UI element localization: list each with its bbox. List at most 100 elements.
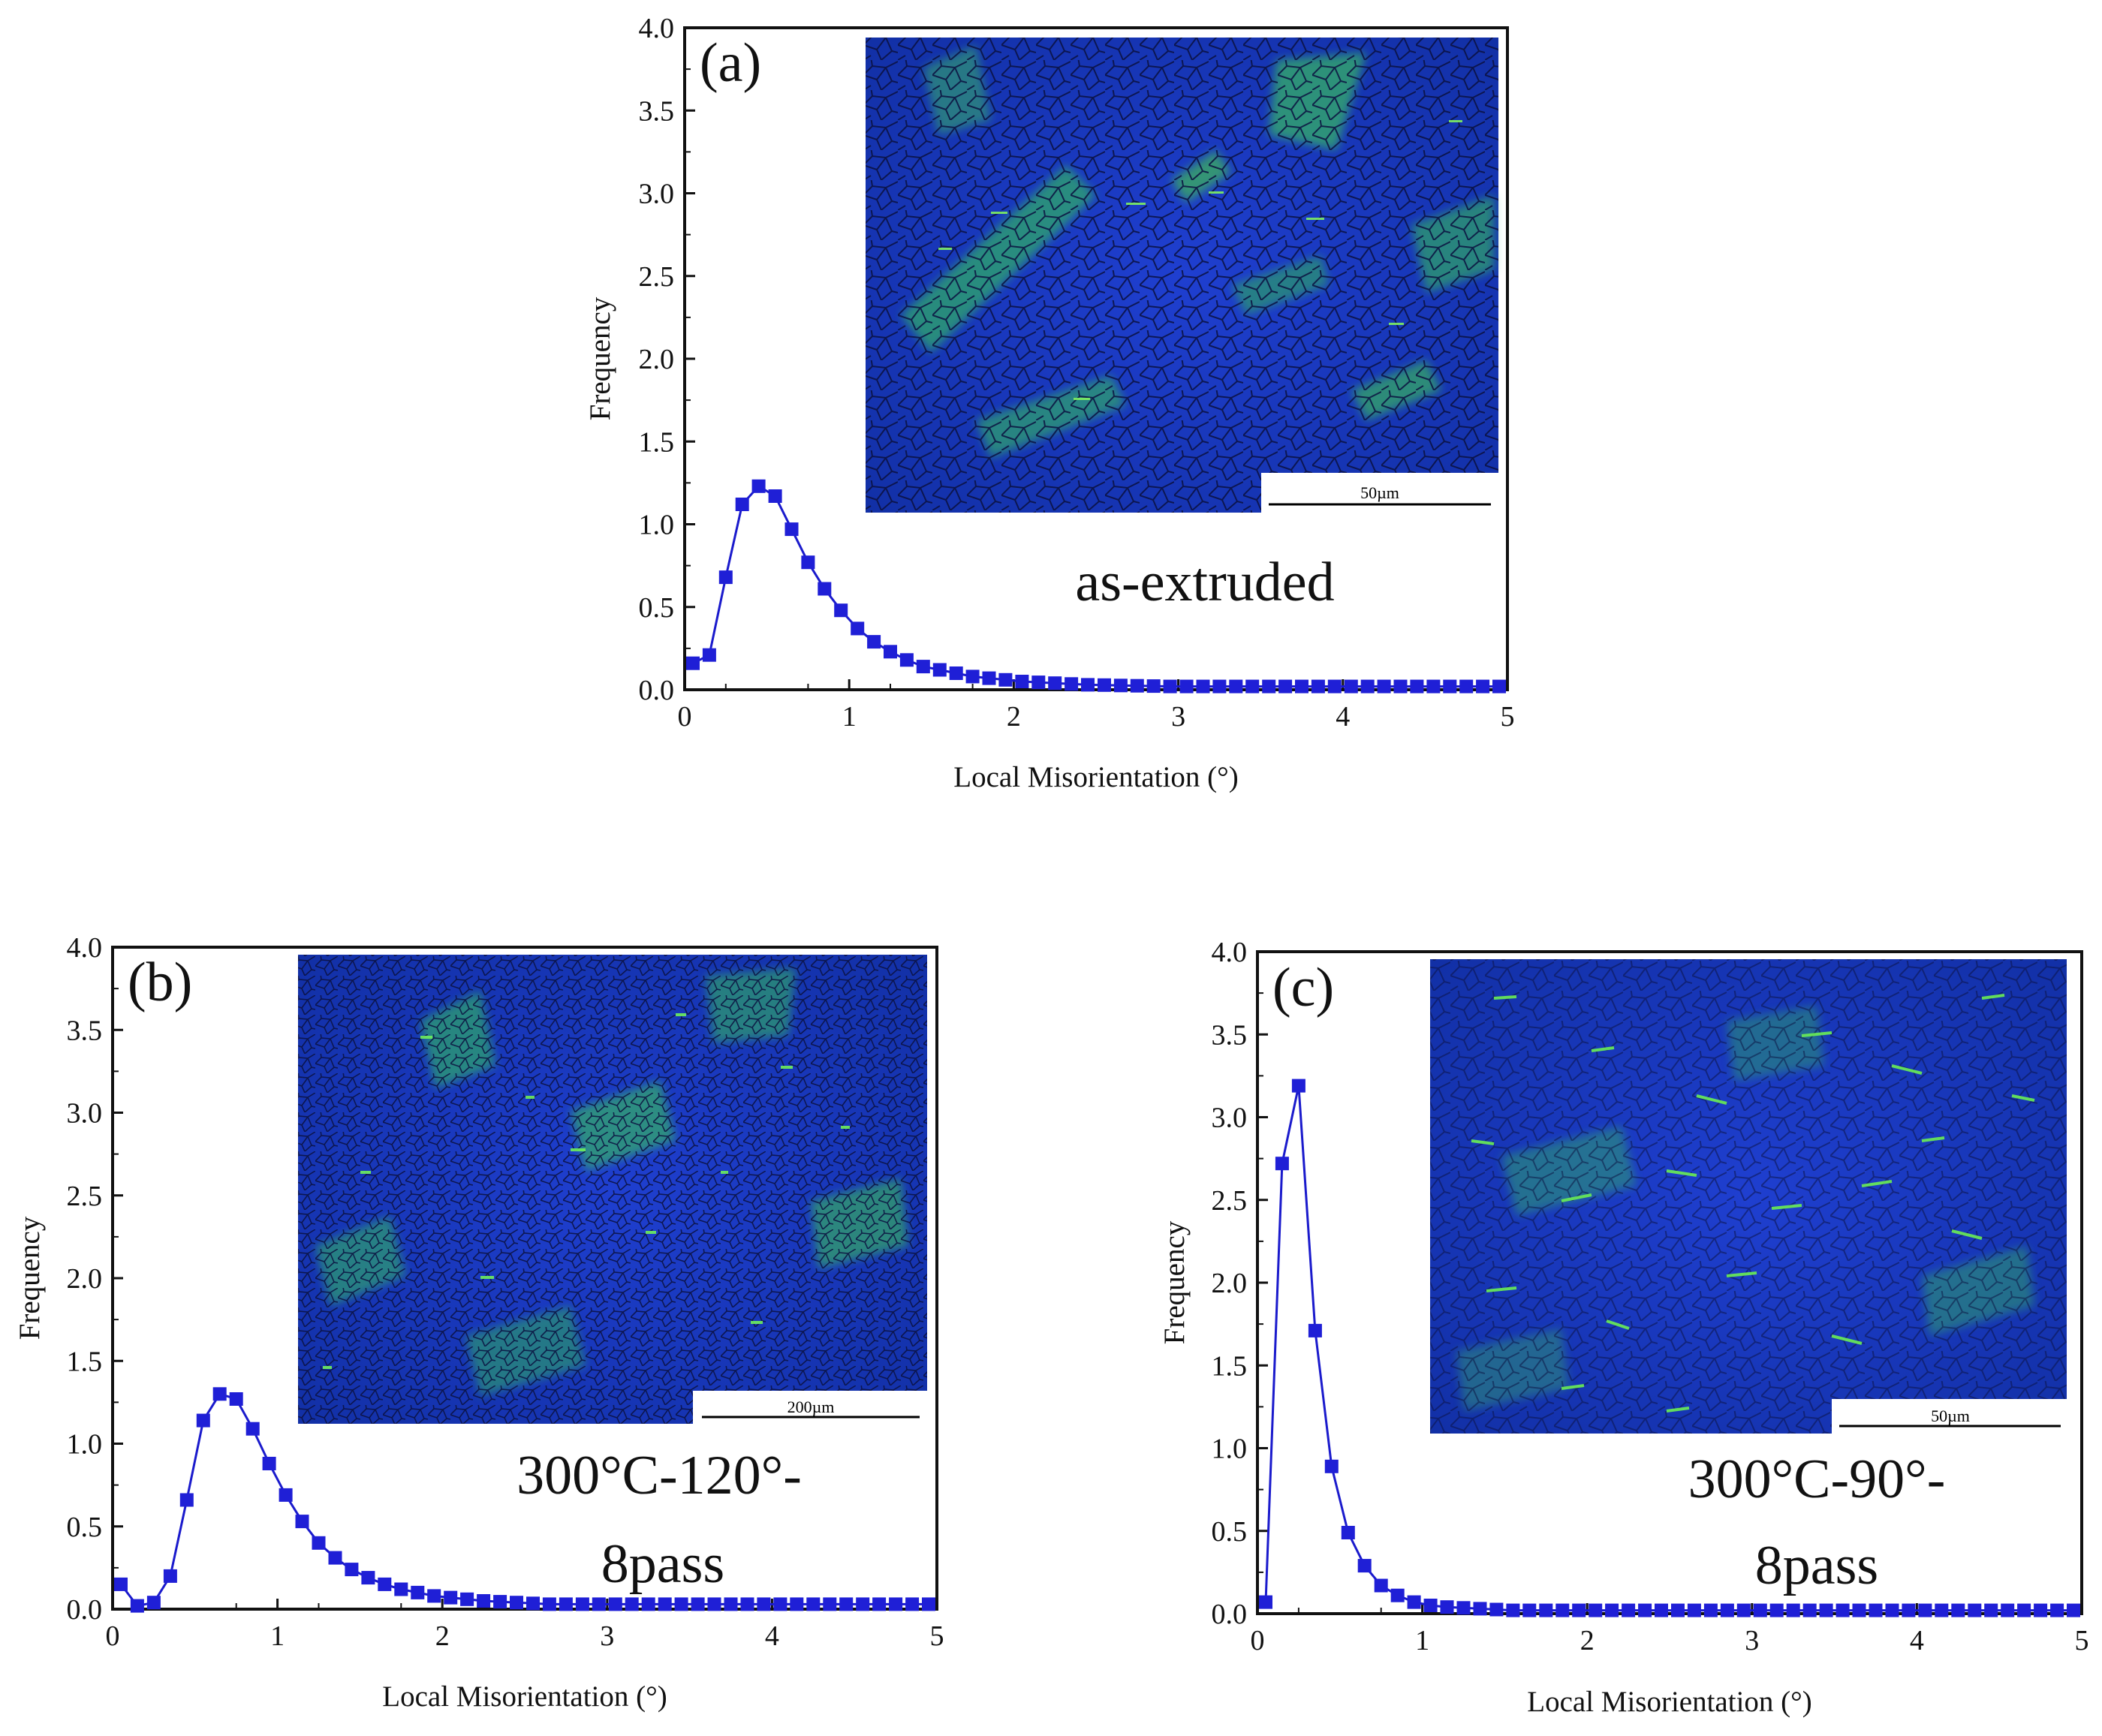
data-point-c-48 bbox=[2050, 1603, 2064, 1617]
y-tick-label-a-3: 1.5 bbox=[639, 426, 675, 458]
data-point-a-4 bbox=[751, 479, 766, 493]
data-point-a-35 bbox=[1262, 679, 1276, 693]
data-point-a-2 bbox=[718, 570, 733, 585]
x-tick-label-c-2: 2 bbox=[1580, 1625, 1595, 1656]
data-point-b-4 bbox=[179, 1493, 194, 1507]
data-point-a-30 bbox=[1179, 679, 1194, 693]
data-point-b-30 bbox=[608, 1597, 622, 1611]
data-point-b-47 bbox=[889, 1597, 903, 1611]
data-point-c-45 bbox=[2001, 1603, 2015, 1617]
data-point-a-34 bbox=[1245, 679, 1260, 693]
ebsd-map-inset: 50µm bbox=[1430, 959, 2067, 1434]
data-point-a-8 bbox=[818, 582, 832, 596]
data-point-b-3 bbox=[163, 1569, 177, 1583]
data-point-a-42 bbox=[1377, 679, 1391, 693]
data-point-a-18 bbox=[982, 671, 996, 685]
y-tick-label-c-7: 3.5 bbox=[1212, 1019, 1248, 1051]
data-point-b-36 bbox=[707, 1597, 721, 1611]
scale-bar-label-b: 200µm bbox=[787, 1398, 835, 1416]
data-point-a-46 bbox=[1443, 679, 1457, 693]
data-point-a-40 bbox=[1344, 679, 1358, 693]
data-point-a-20 bbox=[1015, 675, 1029, 688]
data-point-b-23 bbox=[493, 1595, 507, 1609]
sample-label-b-line2: 8pass bbox=[601, 1533, 724, 1595]
data-point-b-8 bbox=[245, 1422, 260, 1436]
x-tick-label-c-3: 3 bbox=[1745, 1625, 1759, 1656]
data-point-b-5 bbox=[196, 1413, 210, 1428]
data-point-c-41 bbox=[1935, 1603, 1949, 1617]
data-point-b-43 bbox=[823, 1597, 837, 1611]
data-point-b-15 bbox=[361, 1571, 375, 1585]
panel-a: 50µm 0 1 2 3 4 5 0.0 0.5 1.0 1.5 2.0 2.5 3.0 3.5 4.0 (… bbox=[584, 13, 1515, 793]
x-tick-label-b-1: 1 bbox=[270, 1620, 285, 1652]
data-point-a-32 bbox=[1212, 679, 1227, 693]
data-point-b-32 bbox=[641, 1597, 655, 1611]
data-point-a-3 bbox=[735, 498, 749, 511]
data-point-c-7 bbox=[1374, 1578, 1388, 1593]
y-tick-label-a-6: 3.0 bbox=[639, 179, 675, 210]
data-point-b-0 bbox=[114, 1577, 128, 1591]
data-point-b-33 bbox=[658, 1597, 672, 1611]
x-tick-label-b-0: 0 bbox=[106, 1620, 120, 1652]
data-point-c-21 bbox=[1605, 1603, 1619, 1617]
scale-bar-label-a: 50µm bbox=[1360, 483, 1399, 502]
data-point-a-31 bbox=[1196, 679, 1210, 693]
data-point-c-35 bbox=[1835, 1603, 1850, 1617]
y-tick-label-c-4: 2.0 bbox=[1212, 1268, 1248, 1299]
data-point-a-0 bbox=[686, 656, 700, 670]
data-point-b-40 bbox=[773, 1597, 787, 1611]
data-point-a-21 bbox=[1031, 675, 1046, 690]
x-tick-label-c-1: 1 bbox=[1415, 1625, 1429, 1656]
data-point-a-11 bbox=[867, 635, 881, 649]
y-tick-label-c-1: 0.5 bbox=[1212, 1516, 1248, 1548]
data-point-c-47 bbox=[2034, 1603, 2048, 1617]
data-point-c-28 bbox=[1720, 1603, 1734, 1617]
y-tick-label-c-6: 3.0 bbox=[1212, 1103, 1248, 1134]
ebsd-map-inset: 200µm bbox=[298, 955, 927, 1424]
data-point-c-11 bbox=[1440, 1600, 1454, 1614]
data-point-b-22 bbox=[477, 1594, 491, 1608]
sample-label-b-line1: 300°C-120°- bbox=[516, 1445, 802, 1506]
data-point-c-31 bbox=[1769, 1603, 1784, 1617]
data-point-c-33 bbox=[1802, 1603, 1817, 1617]
data-point-a-41 bbox=[1360, 679, 1375, 693]
panel-c: 50µm 0 1 2 3 4 5 0.0 0.5 1.0 1.5 2.0 2.5 3.0 3.5 4.0 (… bbox=[1158, 937, 2089, 1718]
data-point-c-1 bbox=[1275, 1157, 1289, 1171]
data-point-b-24 bbox=[510, 1596, 523, 1610]
x-tick-label-a-5: 5 bbox=[1501, 701, 1515, 733]
data-point-b-42 bbox=[806, 1597, 821, 1611]
x-tick-label-a-3: 3 bbox=[1171, 701, 1185, 733]
data-point-c-36 bbox=[1852, 1603, 1866, 1617]
data-point-a-5 bbox=[768, 489, 782, 503]
data-point-c-43 bbox=[1968, 1603, 1982, 1617]
data-point-c-9 bbox=[1407, 1595, 1421, 1609]
data-point-a-28 bbox=[1146, 679, 1161, 693]
data-point-a-7 bbox=[801, 555, 815, 570]
x-tick-label-b-2: 2 bbox=[435, 1620, 450, 1652]
x-tick-label-a-2: 2 bbox=[1007, 701, 1021, 733]
data-point-c-17 bbox=[1539, 1603, 1553, 1617]
data-point-c-22 bbox=[1622, 1603, 1636, 1617]
data-point-c-42 bbox=[1951, 1603, 1965, 1617]
data-point-b-38 bbox=[740, 1597, 754, 1611]
x-axis-label-b: Local Misorientation (°) bbox=[382, 1680, 667, 1713]
y-tick-label-b-5: 2.5 bbox=[67, 1181, 103, 1212]
data-point-a-37 bbox=[1295, 679, 1308, 693]
data-point-c-23 bbox=[1638, 1603, 1652, 1617]
y-tick-label-c-5: 2.5 bbox=[1212, 1185, 1248, 1217]
data-point-b-45 bbox=[856, 1597, 870, 1611]
data-point-c-2 bbox=[1291, 1079, 1305, 1093]
y-tick-label-b-7: 3.5 bbox=[67, 1015, 103, 1046]
data-point-a-36 bbox=[1278, 679, 1293, 693]
y-tick-label-b-2: 1.0 bbox=[67, 1429, 103, 1461]
data-point-b-49 bbox=[922, 1597, 935, 1611]
data-point-b-21 bbox=[460, 1592, 474, 1606]
data-point-a-39 bbox=[1327, 679, 1342, 693]
ebsd-map-inset: 50µm bbox=[866, 38, 1498, 513]
data-point-b-7 bbox=[229, 1392, 243, 1406]
y-tick-label-c-0: 0.0 bbox=[1212, 1599, 1248, 1630]
data-point-b-26 bbox=[542, 1597, 556, 1611]
data-point-b-29 bbox=[592, 1597, 606, 1611]
data-point-b-11 bbox=[295, 1515, 309, 1529]
